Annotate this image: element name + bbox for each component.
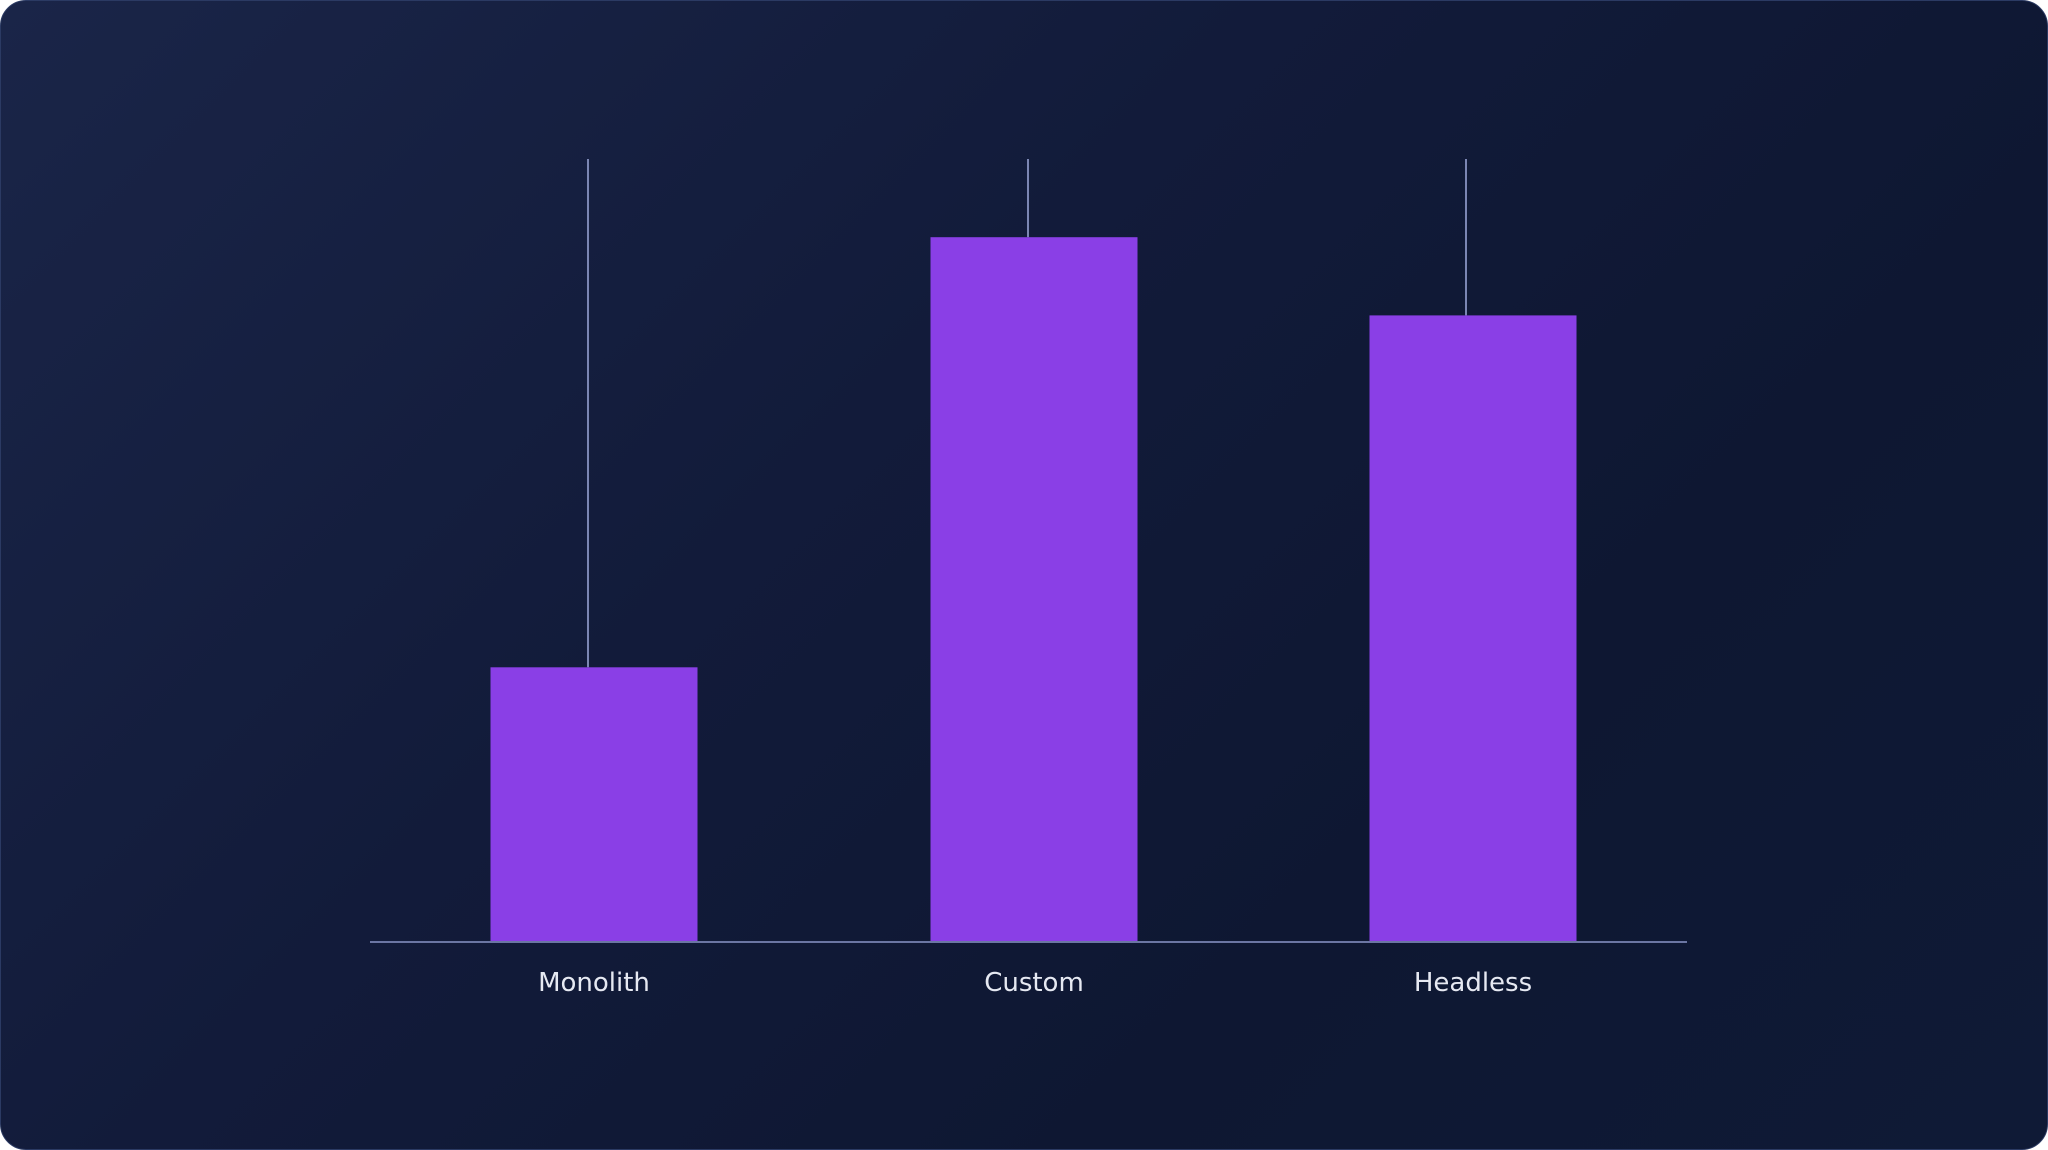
bar-group [490, 237, 1577, 941]
x-tick-label-custom: Custom [984, 968, 1084, 998]
x-tick-label-headless: Headless [1414, 968, 1532, 998]
bar-monolith [490, 667, 698, 941]
bar-custom [930, 237, 1138, 941]
bar-headless [1369, 315, 1577, 941]
x-tick-label-monolith: Monolith [538, 968, 650, 998]
category-label-group: Monolith Custom Headless [538, 968, 1532, 998]
whisker-group [587, 159, 1467, 668]
